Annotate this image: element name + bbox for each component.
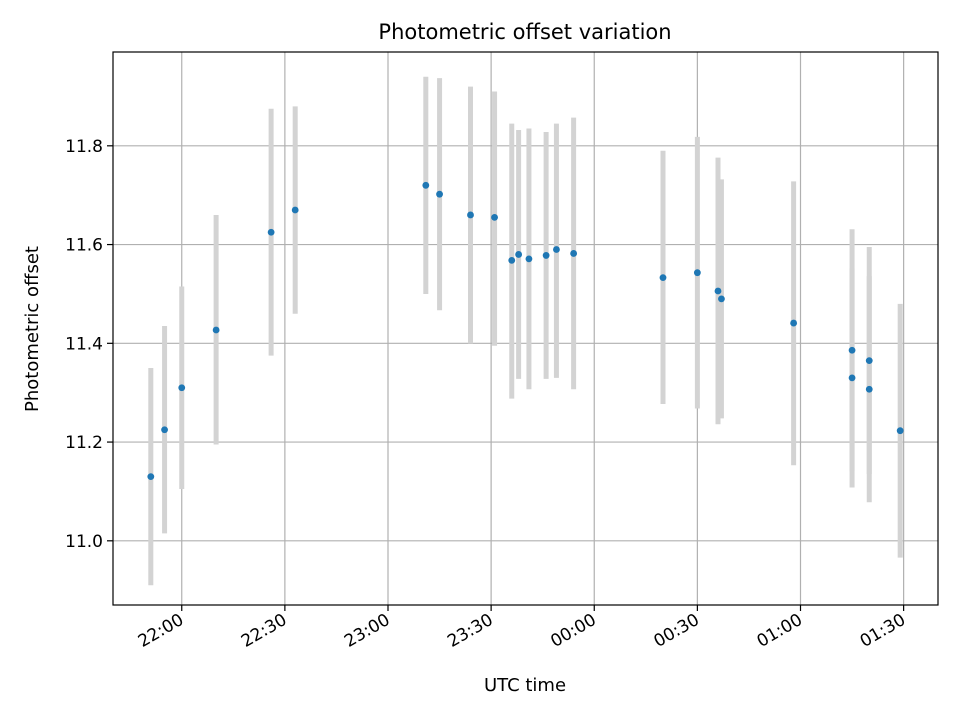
data-point: [212, 326, 220, 334]
data-point: [422, 181, 430, 189]
data-point: [896, 427, 904, 435]
y-axis-label: Photometric offset: [22, 246, 43, 412]
data-point: [161, 426, 168, 434]
y-tick-label: 11.2: [65, 433, 103, 453]
data-point: [570, 250, 578, 257]
data-point: [790, 319, 798, 327]
plot-frame: [112, 51, 939, 606]
data-point: [693, 269, 701, 277]
data-point: [436, 190, 443, 198]
data-point: [525, 255, 533, 263]
data-point: [865, 385, 873, 393]
data-point: [718, 295, 725, 303]
y-tick-label: 11.0: [65, 532, 103, 552]
data-point: [659, 274, 667, 282]
data-point: [291, 206, 299, 214]
data-point: [467, 211, 474, 219]
data-point: [553, 246, 560, 253]
data-point: [147, 473, 155, 481]
data-point: [542, 252, 550, 259]
y-tick-label: 11.6: [65, 236, 103, 256]
y-tick-label: 11.4: [65, 334, 103, 354]
data-point: [714, 287, 722, 295]
chart-title: Photometric offset variation: [378, 20, 671, 44]
data-point: [848, 374, 856, 382]
y-axis-ticks: 11.0 11.2 11.4 11.6 11.8: [65, 137, 113, 552]
y-tick-label: 11.8: [65, 137, 103, 157]
data-points: [147, 181, 904, 481]
x-axis-label: UTC time: [484, 675, 566, 696]
data-point: [865, 357, 873, 364]
data-point: [515, 251, 523, 258]
data-point: [267, 228, 275, 236]
data-point: [848, 346, 856, 354]
data-point: [491, 214, 498, 221]
data-point: [178, 384, 186, 392]
data-point: [508, 256, 516, 264]
